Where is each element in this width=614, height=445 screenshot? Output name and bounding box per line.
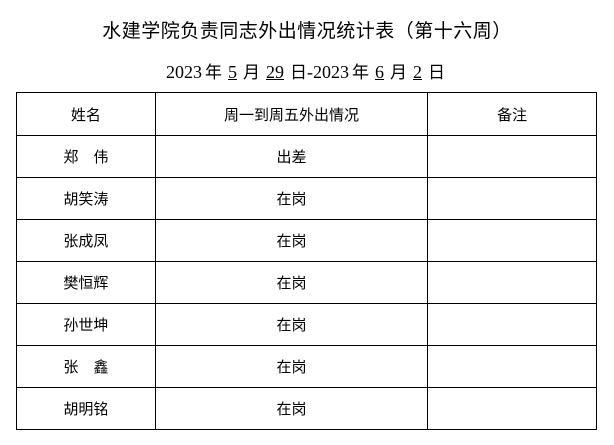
- month-char: 月: [390, 63, 407, 83]
- status-cell: 在岗: [154, 261, 429, 304]
- status-cell: 在岗: [154, 303, 429, 346]
- header-note: 备注: [427, 92, 597, 136]
- start-day: 29: [266, 62, 284, 82]
- status-cell: 在岗: [154, 219, 429, 262]
- note-cell: [427, 135, 597, 178]
- note-cell: [427, 345, 597, 388]
- name-cell: 郑 伟: [16, 135, 156, 178]
- name-cell: 樊恒辉: [16, 261, 156, 304]
- name-cell: 胡明铭: [16, 387, 156, 430]
- note-cell: [427, 261, 597, 304]
- status-cell: 出差: [154, 135, 429, 178]
- year-char: 年: [352, 63, 369, 83]
- name-cell: 张成凤: [16, 219, 156, 262]
- status-cell: 在岗: [154, 345, 429, 388]
- note-cell: [427, 177, 597, 220]
- end-year: 2023: [313, 62, 349, 82]
- day-char: 日: [428, 63, 445, 83]
- table-row: 胡笑涛 在岗: [16, 177, 597, 220]
- status-cell: 在岗: [154, 177, 429, 220]
- header-status: 周一到周五外出情况: [154, 92, 429, 136]
- note-cell: [427, 303, 597, 346]
- table-row: 胡明铭 在岗: [16, 387, 597, 430]
- table-row: 樊恒辉 在岗: [16, 261, 597, 304]
- name-cell: 张 鑫: [16, 345, 156, 388]
- note-cell: [427, 387, 597, 430]
- month-char: 月: [243, 63, 260, 83]
- end-day: 2: [413, 62, 422, 82]
- start-month: 5: [228, 62, 237, 82]
- table-header-row: 姓名 周一到周五外出情况 备注: [16, 92, 597, 136]
- document-title: 水建学院负责同志外出情况统计表（第十六周）: [102, 20, 512, 42]
- date-range: 2023 年 5 月 29 日-2023 年 6 月 2 日: [0, 58, 614, 83]
- table-row: 张 鑫在岗: [16, 345, 597, 388]
- note-cell: [427, 219, 597, 262]
- year-char: 年: [205, 63, 222, 83]
- table-row: 郑 伟出差: [16, 135, 597, 178]
- attendance-table: 姓名 周一到周五外出情况 备注 郑 伟出差 胡笑涛 在岗 张成凤 在岗 樊恒辉 在岗 孙世坤在…: [16, 92, 597, 430]
- day-char: 日: [290, 63, 307, 83]
- table-row: 孙世坤 在岗: [16, 303, 597, 346]
- name-cell: 孙世坤: [16, 303, 156, 346]
- status-cell: 在岗: [154, 387, 429, 430]
- table-row: 张成凤 在岗: [16, 219, 597, 262]
- header-name: 姓名: [16, 92, 156, 136]
- end-month: 6: [375, 62, 384, 82]
- start-year: 2023: [166, 62, 202, 82]
- name-cell: 胡笑涛: [16, 177, 156, 220]
- date-separator: -: [307, 62, 313, 82]
